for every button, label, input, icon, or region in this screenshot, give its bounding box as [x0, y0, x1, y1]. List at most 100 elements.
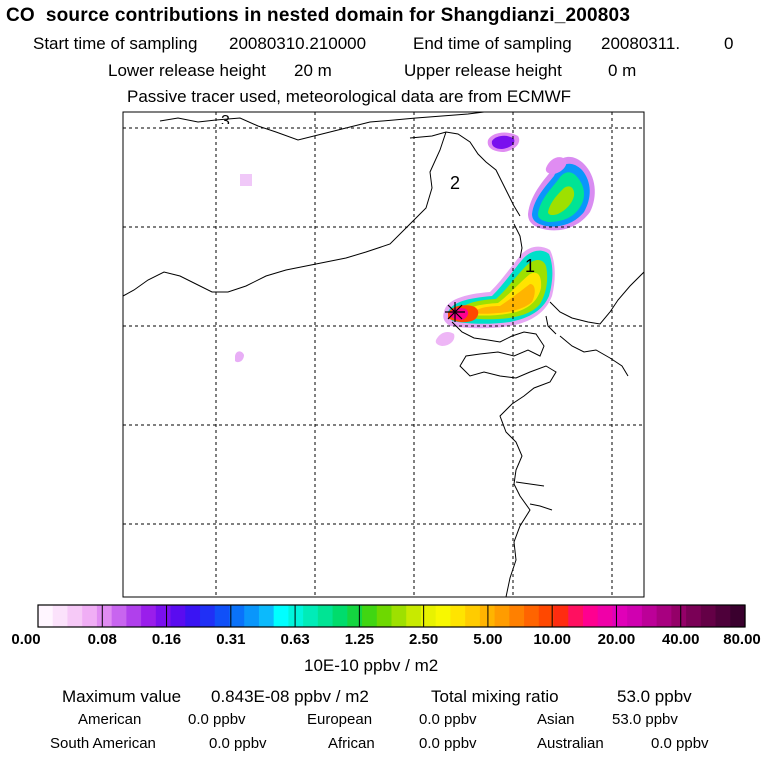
- colorbar-cell: [465, 605, 481, 627]
- colorbar-tick-label: 10.00: [533, 631, 571, 648]
- colorbar-cell: [435, 605, 452, 627]
- end-time-value: 20080311.: [601, 34, 681, 53]
- colorbar-cell: [214, 605, 231, 627]
- map-label-3: 3: [221, 114, 230, 124]
- plume-north: [528, 156, 595, 231]
- colorbar-cell: [52, 605, 69, 627]
- region-european-value: 0.0 ppbv: [419, 711, 477, 728]
- lower-release-value: 20 m: [294, 61, 332, 80]
- upper-release-label: Upper release height: [404, 61, 562, 80]
- end-time-suffix: 0: [724, 34, 734, 53]
- colorbar-cell: [612, 605, 628, 627]
- colorbar-tick-label: 0.63: [280, 631, 310, 648]
- end-time-label: End time of sampling: [413, 34, 572, 53]
- colorbar-cell: [656, 605, 672, 627]
- colorbar-cell: [420, 605, 437, 627]
- colorbar-cell: [332, 605, 348, 627]
- region-asian-value: 53.0 ppbv: [612, 711, 678, 728]
- colorbar-cell: [303, 605, 319, 627]
- colorbar-tick-label: 80.00: [723, 631, 761, 648]
- colorbar-cell: [641, 605, 658, 627]
- colorbar-cell: [244, 605, 260, 627]
- colorbar-cell: [524, 605, 540, 627]
- colorbar-cell: [126, 605, 142, 627]
- colorbar-unit: 10E-10 ppbv / m2: [304, 656, 439, 675]
- plot-title: CO source contributions in nested domain…: [6, 5, 631, 26]
- region-american-name: American: [78, 711, 142, 728]
- colorbar-tick-label: 2.50: [409, 631, 439, 648]
- colorbar-cell: [38, 605, 54, 627]
- region-asian-name: Asian: [537, 711, 575, 728]
- total-mixing-label: Total mixing ratio: [431, 687, 559, 706]
- colorbar-cell: [170, 605, 186, 627]
- colorbar-tick-label: 0.16: [151, 631, 182, 648]
- plume-isolated: [235, 174, 252, 363]
- colorbar-cell: [671, 605, 687, 627]
- max-value-label: Maximum value: [62, 687, 182, 706]
- colorbar-cell: [391, 605, 407, 627]
- colorbar-cell: [509, 605, 525, 627]
- colorbar-cell: [376, 605, 393, 627]
- colorbar-cell: [597, 605, 614, 627]
- colorbar-cell: [82, 605, 98, 627]
- colorbar-cell: [450, 605, 466, 627]
- start-time-label: Start time of sampling: [33, 34, 198, 53]
- colorbar-cell: [200, 605, 216, 627]
- colorbar-cell: [406, 605, 422, 627]
- lower-release-label: Lower release height: [108, 61, 266, 80]
- region-australian-value: 0.0 ppbv: [651, 735, 709, 752]
- map-borders: [123, 112, 644, 597]
- colorbar-cell: [730, 605, 746, 627]
- region-south-american-value: 0.0 ppbv: [209, 735, 267, 752]
- colorbar-cell: [494, 605, 510, 627]
- region-european-name: European: [307, 711, 373, 728]
- region-australian-name: Australian: [537, 735, 604, 752]
- colorbar-cell: [67, 605, 83, 627]
- colorbar-cell: [538, 605, 555, 627]
- region-african-value: 0.0 ppbv: [419, 735, 477, 752]
- colorbar-tick-label: 5.00: [473, 631, 503, 648]
- colorbar-cell: [700, 605, 717, 627]
- start-time-value: 20080310.210000: [229, 34, 367, 53]
- colorbar-tick-label: 0.00: [11, 631, 41, 648]
- region-south-american-name: South American: [50, 735, 156, 752]
- colorbar-tick-label: 20.00: [597, 631, 636, 648]
- map-label-1: 1: [525, 256, 536, 276]
- tracer-note: Passive tracer used, meteorological data…: [127, 87, 572, 106]
- colorbar-cell: [155, 605, 172, 627]
- colorbar-cell: [347, 605, 363, 627]
- colorbar-cell: [715, 605, 731, 627]
- colorbar-cell: [317, 605, 334, 627]
- colorbar-cell: [553, 605, 569, 627]
- colorbar-tick-label: 0.08: [87, 631, 117, 648]
- colorbar-cell: [141, 605, 157, 627]
- colorbar-cell: [111, 605, 127, 627]
- receptor-marker: [445, 302, 465, 322]
- colorbar-cell: [258, 605, 275, 627]
- total-mixing-value: 53.0 ppbv: [617, 687, 692, 706]
- colorbar-cell: [288, 605, 304, 627]
- plume-northeast: [487, 132, 520, 152]
- colorbar-frame: [37, 604, 746, 628]
- region-african-name: African: [328, 735, 375, 752]
- map-gridlines: [123, 112, 644, 597]
- upper-release-value: 0 m: [608, 61, 637, 80]
- colorbar-cell: [627, 605, 643, 627]
- colorbar-cell: [229, 605, 245, 627]
- map-frame: [122, 111, 645, 598]
- colorbar-cell: [185, 605, 201, 627]
- colorbar-tick-label: 0.31: [216, 631, 246, 648]
- colorbar-cell: [362, 605, 378, 627]
- colorbar-cell: [568, 605, 584, 627]
- region-american-value: 0.0 ppbv: [188, 711, 246, 728]
- plume-main: [435, 246, 555, 346]
- map-label-2: 2: [450, 173, 461, 193]
- colorbar-cell: [686, 605, 702, 627]
- max-value: 0.843E-08 ppbv / m2: [211, 687, 369, 706]
- colorbar-cell: [96, 605, 113, 627]
- colorbar-tick-label: 40.00: [661, 631, 700, 648]
- colorbar-cell: [273, 605, 289, 627]
- colorbar-cell: [582, 605, 599, 627]
